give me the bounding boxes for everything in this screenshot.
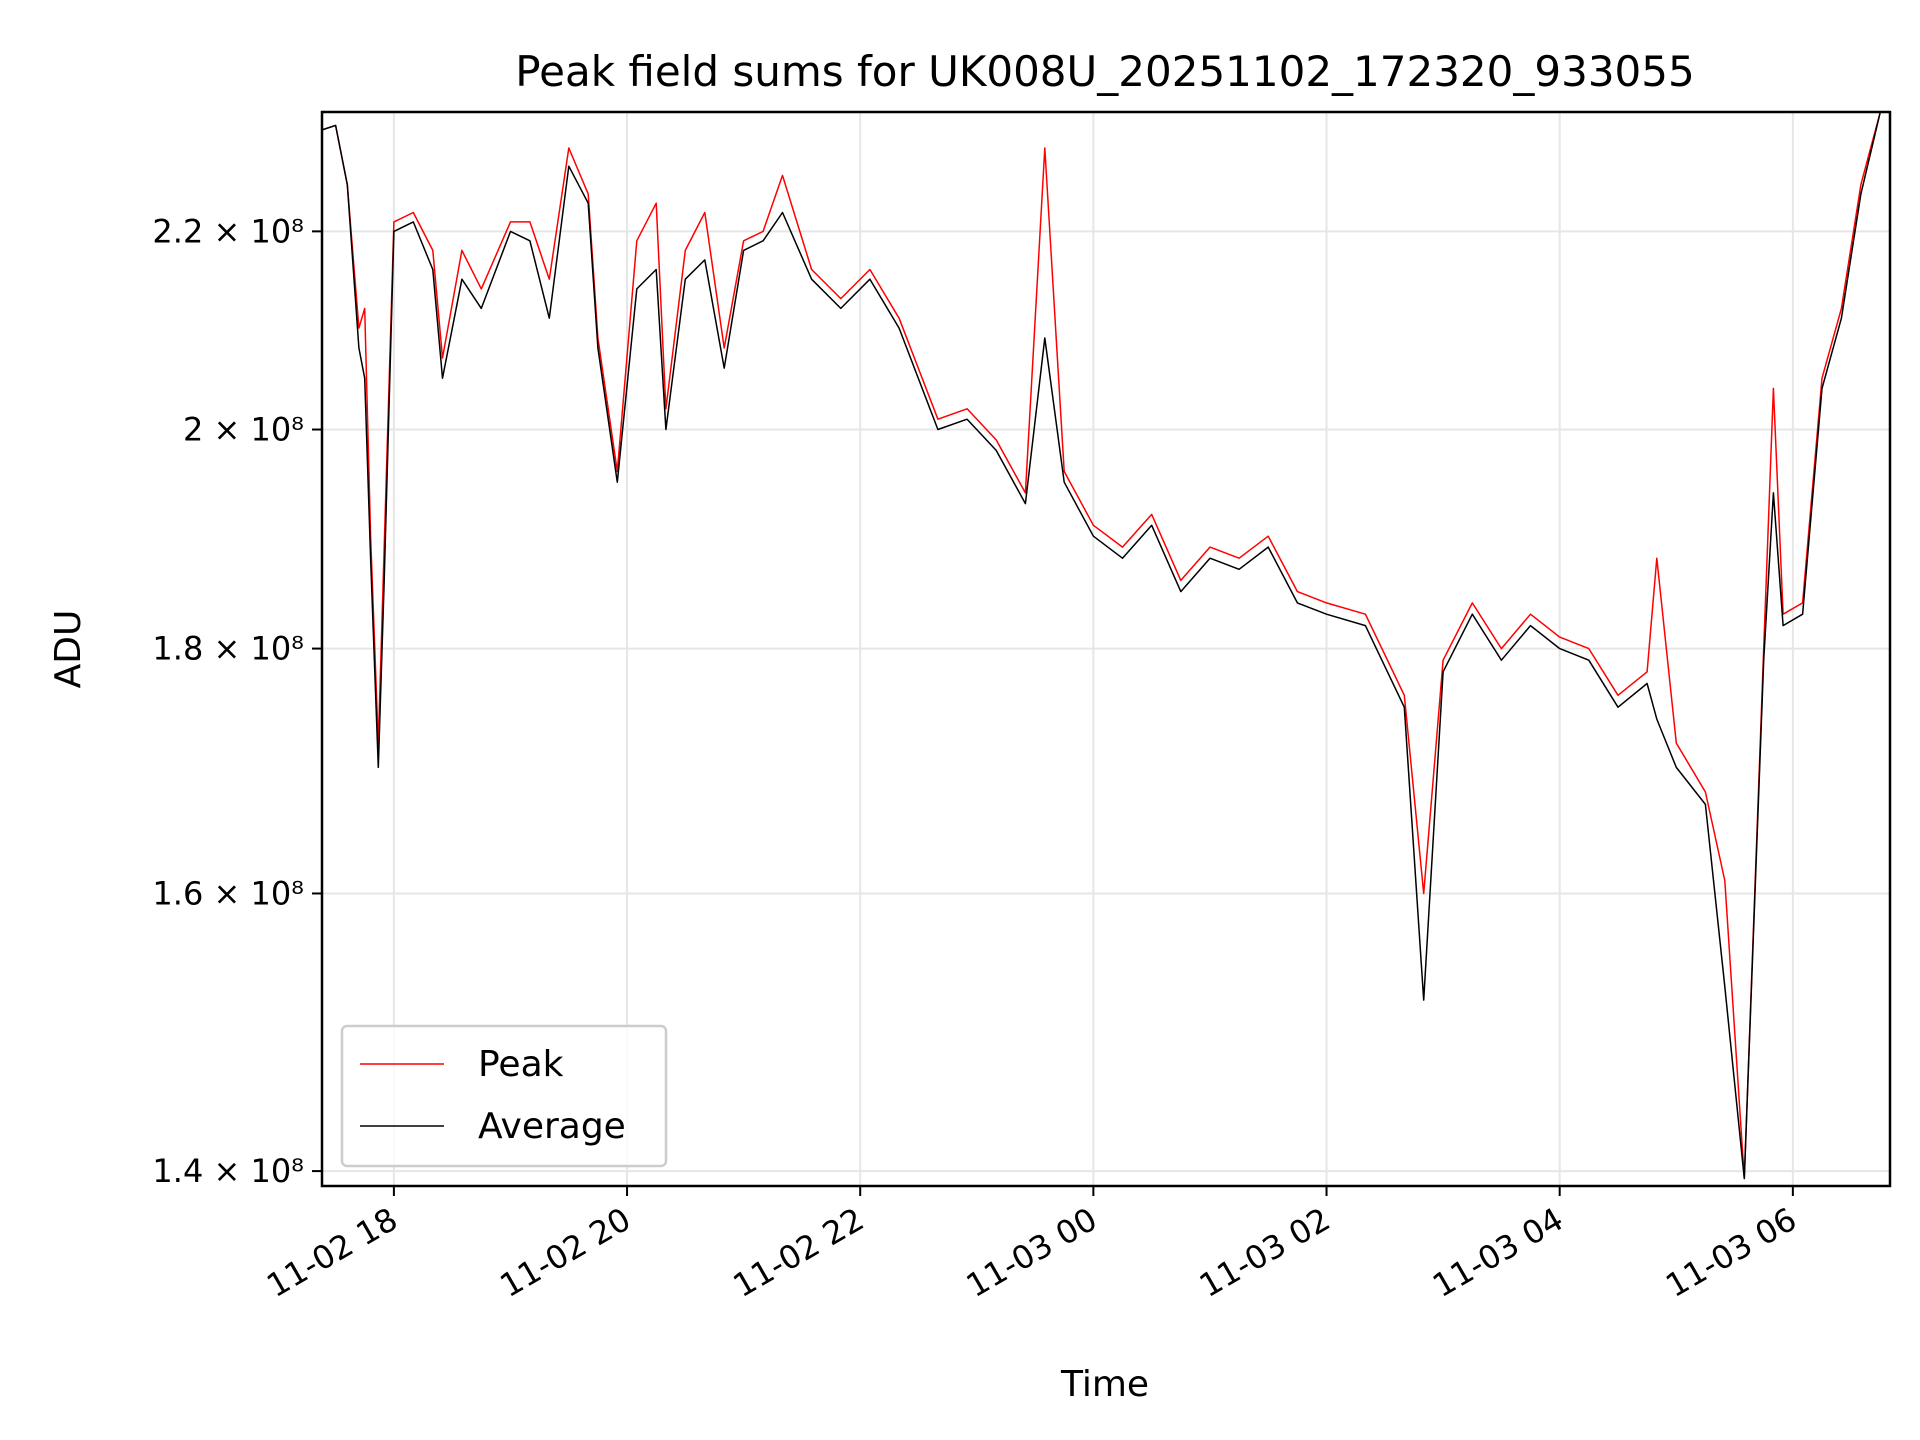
y-axis-ticks: 1.4 × 10⁸ 1.6 × 10⁸ 1.8 × 10⁸ 2 × 10⁸ 2.2 × … — [152, 212, 322, 1190]
y-tick-label: 1.8 × 10⁸ — [152, 630, 304, 668]
series-line-average — [322, 112, 1882, 1180]
legend-box — [340, 1024, 668, 1168]
legend-label-peak: Peak — [478, 1044, 564, 1085]
x-axis-label: Time — [1060, 1364, 1149, 1405]
series-layer — [322, 112, 1882, 1180]
series-line-peak — [322, 112, 1882, 1180]
y-tick-label: 1.4 × 10⁸ — [152, 1152, 304, 1190]
legend-label-average: Average — [478, 1106, 626, 1147]
y-tick-label: 2.2 × 10⁸ — [152, 212, 304, 250]
grid-lines — [322, 112, 1890, 1186]
legend: Peak Average — [340, 1024, 668, 1168]
y-axis-label: ADU — [48, 610, 89, 689]
y-tick-label: 2 × 10⁸ — [183, 411, 304, 449]
y-tick-label: 1.6 × 10⁸ — [152, 874, 304, 912]
chart-title: Peak field sums for UK008U_20251102_1723… — [515, 47, 1694, 96]
